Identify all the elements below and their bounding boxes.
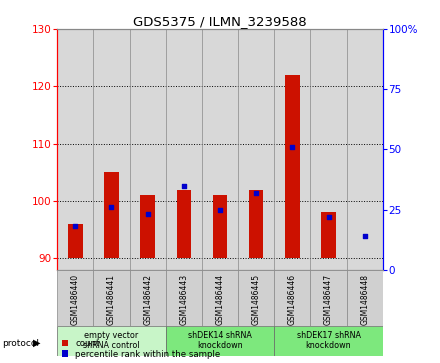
Text: GSM1486448: GSM1486448 [360,274,369,325]
Text: protocol: protocol [2,339,39,347]
Point [72,224,79,229]
Title: GDS5375 / ILMN_3239588: GDS5375 / ILMN_3239588 [133,15,307,28]
Text: GSM1486443: GSM1486443 [180,274,188,325]
Bar [202,270,238,326]
Bar [347,270,383,326]
Bar [274,326,383,356]
Text: GSM1486441: GSM1486441 [107,274,116,325]
Point [180,183,187,188]
Bar [238,270,274,326]
Bar [57,326,166,356]
Bar [104,172,119,258]
Point [253,190,260,196]
Bar [311,270,347,326]
Point [289,144,296,150]
Text: GSM1486442: GSM1486442 [143,274,152,325]
Bar [129,270,166,326]
Text: shDEK14 shRNA
knockdown: shDEK14 shRNA knockdown [188,331,252,350]
Bar [68,224,83,258]
Text: ▶: ▶ [33,338,40,348]
Point [108,204,115,210]
Text: shDEK17 shRNA
knockdown: shDEK17 shRNA knockdown [297,331,360,350]
Text: GSM1486445: GSM1486445 [252,274,260,325]
Bar [93,270,129,326]
Text: GSM1486444: GSM1486444 [216,274,224,325]
Text: GSM1486446: GSM1486446 [288,274,297,325]
Text: GSM1486447: GSM1486447 [324,274,333,325]
Text: GSM1486440: GSM1486440 [71,274,80,325]
Bar [285,75,300,258]
Bar [166,270,202,326]
Point [361,233,368,239]
Bar [140,195,155,258]
Bar [57,270,93,326]
Point [144,212,151,217]
Point [325,214,332,220]
Bar [166,326,274,356]
Text: empty vector
shRNA control: empty vector shRNA control [83,331,140,350]
Bar [274,270,311,326]
Bar [213,195,227,258]
Point [216,207,224,212]
Legend: count, percentile rank within the sample: count, percentile rank within the sample [62,339,220,359]
Bar [249,189,264,258]
Bar [176,189,191,258]
Bar [321,212,336,258]
